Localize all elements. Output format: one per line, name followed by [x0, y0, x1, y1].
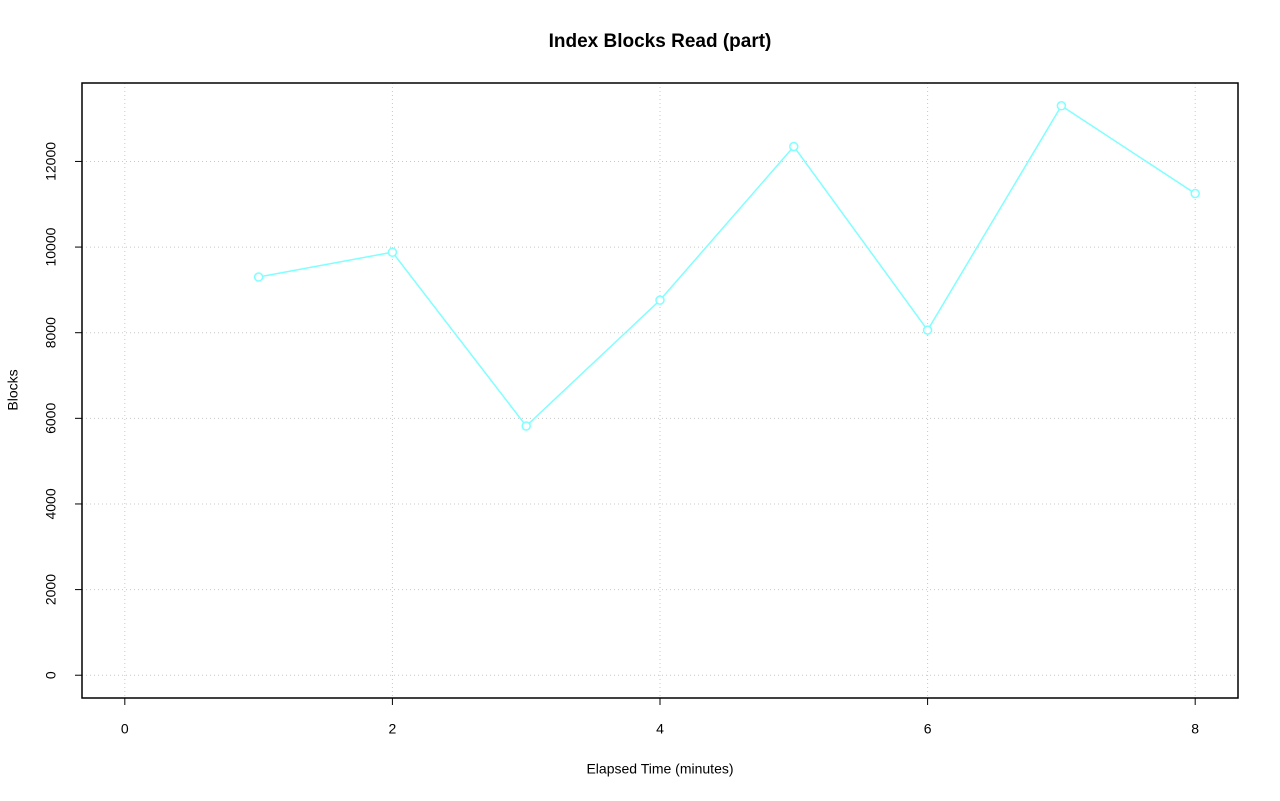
data-point	[253, 272, 264, 282]
data-point	[387, 247, 398, 257]
y-tick-label: 12000	[43, 142, 59, 181]
x-tick-label: 2	[389, 721, 397, 737]
data-point	[521, 421, 531, 431]
chart-title: Index Blocks Read (part)	[549, 31, 772, 52]
data-point	[1056, 101, 1067, 111]
data-point	[655, 295, 665, 305]
x-tick-label: 0	[121, 721, 129, 737]
x-axis-label: Elapsed Time (minutes)	[586, 761, 733, 777]
x-tick-label: 8	[1191, 721, 1199, 737]
y-tick-label: 8000	[43, 317, 59, 348]
data-point	[1190, 188, 1200, 199]
y-tick-label: 0	[43, 671, 59, 679]
y-tick-label: 10000	[43, 227, 59, 266]
data-point	[922, 325, 933, 335]
data-line	[258, 104, 1196, 428]
plot-frame	[81, 82, 1239, 699]
data-point	[789, 141, 799, 152]
x-tick-label: 4	[656, 721, 664, 737]
x-tick-label: 6	[924, 721, 932, 737]
y-tick-label: 2000	[43, 574, 59, 605]
y-tick-label: 6000	[43, 403, 59, 434]
y-tick-label: 4000	[43, 488, 59, 519]
y-axis-label: Blocks	[5, 369, 21, 410]
